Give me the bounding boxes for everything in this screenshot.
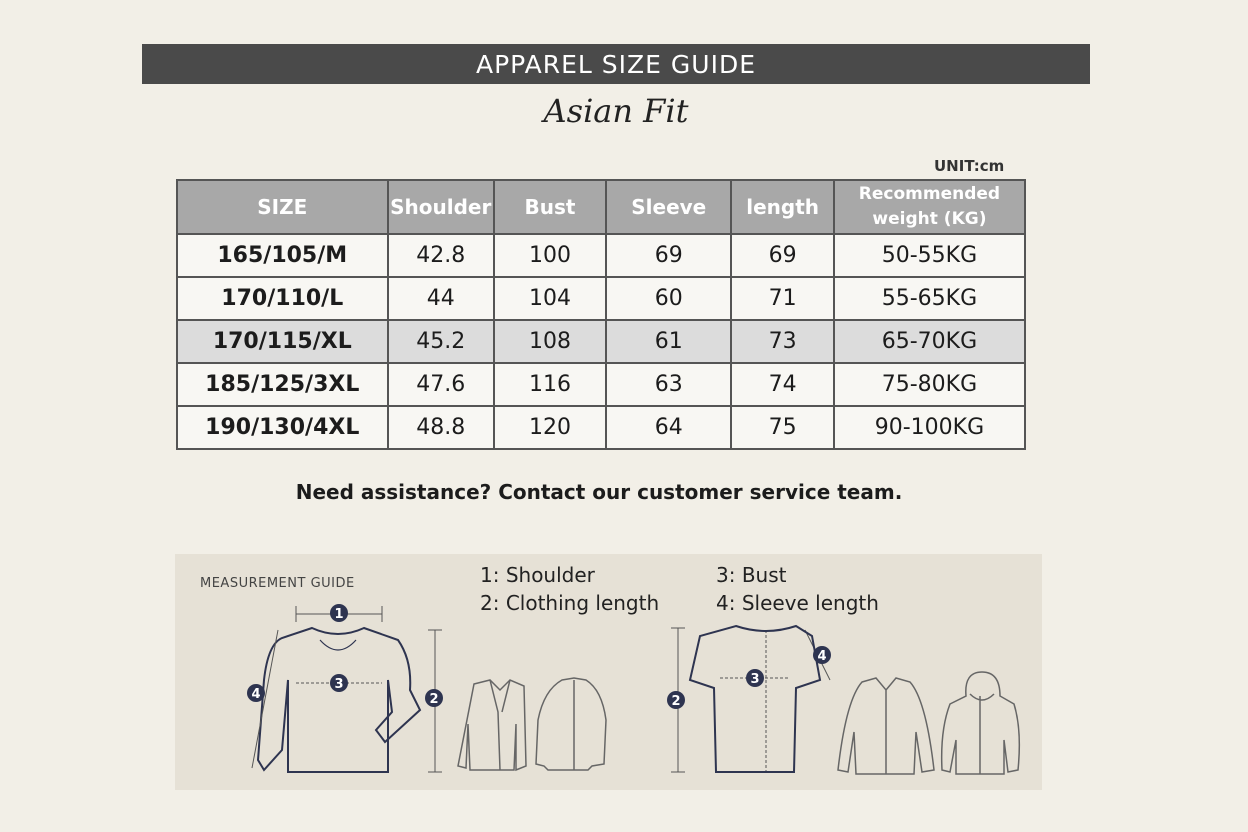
value-cell: 90-100KG bbox=[832, 405, 1027, 450]
value-cell: 71 bbox=[730, 276, 835, 321]
value-cell: 69 bbox=[605, 233, 733, 278]
value-cell: 104 bbox=[492, 276, 608, 321]
tshirt bbox=[688, 624, 822, 773]
size-cell: 170/115/XL bbox=[176, 319, 389, 364]
value-cell: 61 bbox=[605, 319, 733, 364]
column-header: Bust bbox=[492, 179, 608, 235]
value-cell: 45.2 bbox=[386, 319, 495, 364]
marker: 2 bbox=[671, 694, 680, 709]
marker: 1 bbox=[334, 607, 343, 622]
legend-item: 4: Sleeve length bbox=[716, 591, 879, 615]
size-cell: 185/125/3XL bbox=[176, 362, 389, 407]
value-cell: 120 bbox=[492, 405, 608, 450]
marker: 3 bbox=[750, 672, 759, 687]
size-cell: 190/130/4XL bbox=[176, 405, 389, 450]
markers: 1 3 4 2 3 4 2 bbox=[247, 604, 831, 709]
marker: 4 bbox=[251, 687, 260, 702]
marker: 3 bbox=[334, 677, 343, 692]
marker: 4 bbox=[817, 649, 826, 664]
other-garments bbox=[457, 671, 1021, 775]
value-cell: 47.6 bbox=[386, 362, 495, 407]
value-cell: 75-80KG bbox=[832, 362, 1027, 407]
guide-panel bbox=[175, 554, 1042, 790]
value-cell: 48.8 bbox=[386, 405, 495, 450]
column-header: Recommended weight (KG) bbox=[832, 179, 1027, 235]
value-cell: 75 bbox=[730, 405, 835, 450]
marker-circle bbox=[330, 604, 348, 622]
marker-circle bbox=[667, 691, 685, 709]
subtitle: Asian Fit bbox=[543, 92, 689, 130]
value-cell: 55-65KG bbox=[832, 276, 1027, 321]
marker-circle bbox=[813, 646, 831, 664]
sweater bbox=[256, 626, 422, 773]
measurement-guide: MEASUREMENT GUIDE 1: Shoulder 2: Clothin… bbox=[175, 554, 1042, 790]
marker-circle bbox=[330, 674, 348, 692]
title: APPAREL SIZE GUIDE bbox=[142, 44, 1090, 84]
column-header: Sleeve bbox=[605, 179, 733, 235]
header-row: SIZE Shoulder Bust Sleeve length Recommended … bbox=[176, 179, 1027, 235]
value-cell: 63 bbox=[605, 362, 733, 407]
table-row: 170/115/XL 45.2 108 61 73 65-70KG bbox=[176, 319, 1027, 364]
marker: 2 bbox=[429, 692, 438, 707]
size-table: SIZE Shoulder Bust Sleeve length Recommended … bbox=[176, 179, 1027, 450]
legend-item: 1: Shoulder bbox=[480, 563, 596, 587]
value-cell: 60 bbox=[605, 276, 733, 321]
value-cell: 64 bbox=[605, 405, 733, 450]
value-cell: 50-55KG bbox=[832, 233, 1027, 278]
table-row: 165/105/M 42.8 100 69 69 50-55KG bbox=[176, 233, 1027, 278]
column-header: Shoulder bbox=[386, 179, 495, 235]
value-cell: 69 bbox=[730, 233, 835, 278]
value-cell: 100 bbox=[492, 233, 608, 278]
marker-circle bbox=[247, 684, 265, 702]
value-cell: 74 bbox=[730, 362, 835, 407]
marker-circle bbox=[425, 689, 443, 707]
legend-item: 2: Clothing length bbox=[480, 591, 659, 615]
table-body: 165/105/M 42.8 100 69 69 50-55KG 170/110/L 44 10… bbox=[176, 233, 1027, 450]
table-row: 190/130/4XL 48.8 120 64 75 90-100KG bbox=[176, 405, 1027, 450]
column-header: SIZE bbox=[176, 179, 389, 235]
size-cell: 170/110/L bbox=[176, 276, 389, 321]
table-row: 185/125/3XL 47.6 116 63 74 75-80KG bbox=[176, 362, 1027, 407]
column-header: length bbox=[730, 179, 835, 235]
value-cell: 73 bbox=[730, 319, 835, 364]
value-cell: 116 bbox=[492, 362, 608, 407]
legend-item: 3: Bust bbox=[716, 563, 787, 587]
value-cell: 108 bbox=[492, 319, 608, 364]
marker-circle bbox=[746, 669, 764, 687]
value-cell: 44 bbox=[386, 276, 495, 321]
size-cell: 165/105/M bbox=[176, 233, 389, 278]
value-cell: 42.8 bbox=[386, 233, 495, 278]
table-row: 170/110/L 44 104 60 71 55-65KG bbox=[176, 276, 1027, 321]
note: Need assistance? Contact our customer se… bbox=[295, 480, 903, 504]
guide-title: MEASUREMENT GUIDE bbox=[200, 576, 355, 591]
value-cell: 65-70KG bbox=[832, 319, 1027, 364]
unit: UNIT:cm bbox=[934, 157, 1005, 175]
